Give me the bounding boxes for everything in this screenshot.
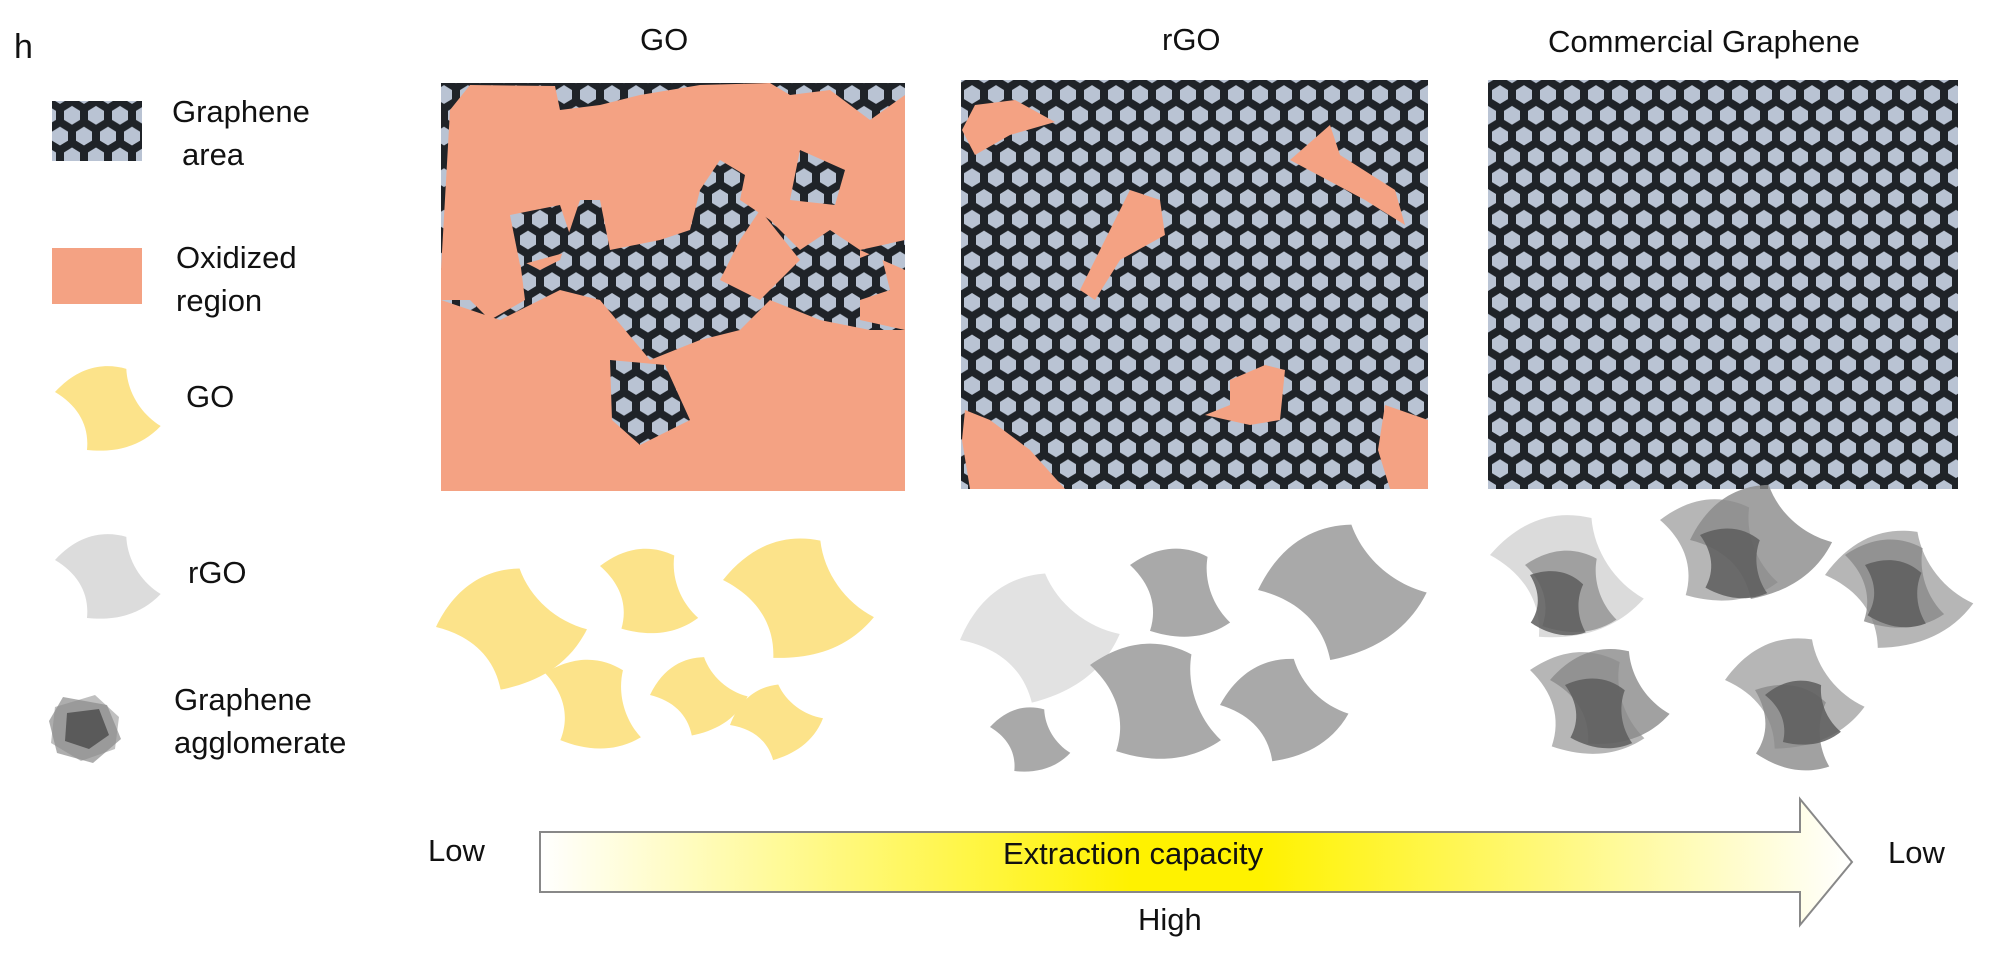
legend-rgo-flake-icon bbox=[51, 521, 164, 631]
legend-agglomerate-icon bbox=[49, 695, 121, 763]
arrow-left-label: Low bbox=[428, 833, 485, 868]
legend-agglomerate-label-line1: Graphene bbox=[174, 682, 312, 717]
go-flakes bbox=[427, 518, 879, 773]
go-lattice-panel bbox=[441, 83, 905, 491]
legend-oxidized-region-label-line1: Oxidized bbox=[176, 240, 297, 275]
arrow-right-label: Low bbox=[1888, 835, 1945, 870]
rgo-lattice-panel bbox=[961, 80, 1428, 489]
commercial-lattice-panel bbox=[1488, 80, 1958, 489]
arrow-label: Extraction capacity bbox=[1003, 836, 1264, 871]
column-title-go: GO bbox=[640, 22, 689, 57]
legend-graphene-area-label-line1: Graphene bbox=[172, 94, 310, 129]
arrow-center-label: High bbox=[1138, 902, 1202, 937]
rgo-flakes bbox=[949, 497, 1435, 781]
legend-agglomerate-label-line2: agglomerate bbox=[174, 725, 347, 760]
extraction-capacity-arrow bbox=[539, 796, 1854, 928]
graphene-agglomerates bbox=[1484, 462, 1979, 776]
rgo-oxidized-regions bbox=[962, 100, 1428, 489]
legend-graphene-area-icon bbox=[52, 101, 142, 161]
legend-go-flake-icon bbox=[51, 353, 164, 463]
legend-graphene-area-label-line2: area bbox=[182, 137, 245, 172]
legend-rgo-label: rGO bbox=[188, 555, 247, 590]
legend-go-label: GO bbox=[186, 379, 235, 414]
legend-oxidized-region-icon bbox=[52, 248, 142, 304]
panel-label: h bbox=[14, 28, 33, 66]
column-title-commercial: Commercial Graphene bbox=[1548, 24, 1860, 59]
column-title-rgo: rGO bbox=[1162, 22, 1221, 57]
legend-oxidized-region-label-line2: region bbox=[176, 283, 263, 318]
